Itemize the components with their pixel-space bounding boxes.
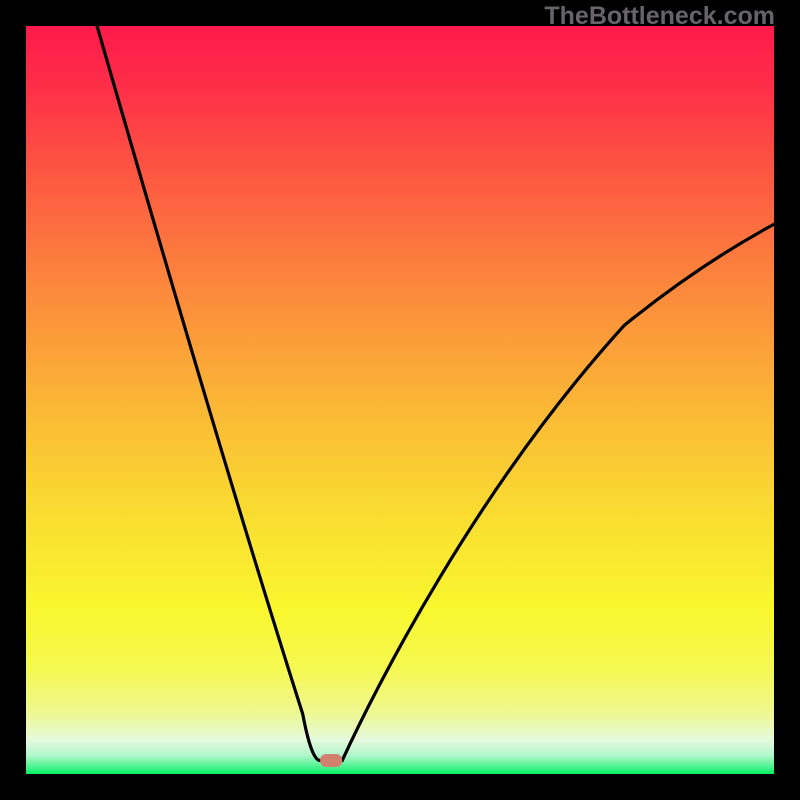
valley-marker — [320, 754, 342, 767]
marker-layer — [26, 26, 774, 774]
watermark-text: TheBottleneck.com — [544, 2, 775, 31]
plot-area — [26, 26, 774, 774]
